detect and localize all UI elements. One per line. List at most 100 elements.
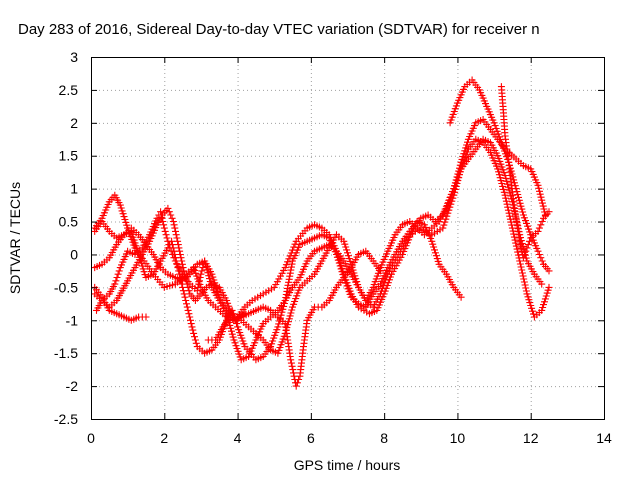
data-point [166, 244, 174, 252]
data-point [172, 231, 180, 239]
data-point [543, 289, 551, 297]
data-point [169, 251, 176, 258]
data-point [170, 254, 178, 262]
data-point [539, 202, 547, 210]
data-point [430, 243, 438, 251]
data-point [275, 320, 283, 328]
data-point [186, 313, 194, 321]
data-point [335, 259, 343, 267]
data-point [540, 205, 548, 213]
data-point [131, 239, 139, 247]
data-point [281, 264, 289, 272]
y-tick-label: -0.5 [54, 279, 78, 295]
data-point [530, 310, 537, 318]
data-point [538, 196, 546, 204]
data-point [539, 304, 547, 311]
data-point [290, 369, 297, 377]
data-point [133, 245, 141, 253]
data-point [165, 241, 173, 249]
data-point [231, 339, 239, 347]
data-point [431, 249, 439, 257]
data-point [281, 297, 289, 304]
data-point [500, 188, 508, 196]
data-point [287, 356, 295, 364]
data-point [287, 309, 295, 317]
data-point [208, 270, 216, 278]
data-point [165, 208, 173, 216]
data-point [538, 306, 546, 314]
data-point [505, 209, 513, 217]
data-point [167, 247, 175, 255]
x-tick-label: 8 [380, 430, 388, 446]
data-point [523, 290, 531, 298]
data-point [440, 221, 448, 229]
data-point [507, 218, 515, 226]
data-point [159, 218, 167, 225]
data-point [506, 215, 514, 223]
data-point [524, 222, 532, 230]
data-point [334, 256, 342, 264]
data-point [494, 165, 502, 173]
data-point [541, 295, 549, 303]
data-point [113, 274, 121, 281]
data-point [522, 284, 530, 292]
data-point [128, 230, 136, 238]
data-point [177, 254, 185, 262]
data-point [140, 268, 148, 276]
data-point [534, 227, 542, 235]
data-point [336, 262, 344, 270]
data-point [170, 221, 178, 229]
data-point [226, 321, 234, 329]
data-point [504, 180, 511, 188]
data-series-7 [446, 76, 553, 275]
data-point [516, 237, 524, 245]
data-point [499, 185, 507, 193]
data-point [164, 204, 172, 212]
data-point [454, 173, 462, 181]
data-point [213, 285, 220, 293]
data-point [504, 206, 512, 214]
y-tick-label: 1 [70, 181, 78, 197]
data-point [464, 138, 471, 146]
data-point [524, 293, 532, 301]
data-point [449, 188, 457, 195]
data-point [501, 191, 509, 199]
data-point [283, 287, 291, 295]
data-point [288, 306, 296, 314]
data-point [523, 244, 531, 252]
axis-ticks: 0 2 4 6 8 10 12 14 -2.5 -2 -1.5 -1 -0.5 0 0.5 1 1.5 2 2.5 3 [54, 49, 612, 446]
data-point [142, 313, 150, 321]
y-tick-label: 0.5 [59, 214, 79, 230]
y-tick-label: 2 [70, 115, 78, 131]
data-point [499, 166, 507, 174]
data-point [121, 216, 129, 223]
data-point [164, 237, 172, 245]
data-point [192, 339, 200, 347]
data-point [174, 241, 182, 249]
x-tick-label: 10 [450, 430, 466, 446]
y-tick-label: 2.5 [59, 82, 79, 98]
data-point [377, 267, 384, 275]
data-series-5 [91, 218, 384, 390]
data-point [495, 171, 503, 179]
data-point [278, 308, 286, 316]
data-point [187, 320, 195, 328]
data-point [196, 274, 204, 281]
data-point [338, 268, 346, 276]
data-series-8 [497, 83, 553, 262]
data-point [529, 307, 536, 315]
data-point [193, 287, 201, 295]
data-series-6 [91, 283, 249, 344]
data-point [241, 310, 249, 318]
data-point [514, 191, 522, 198]
data-point [537, 221, 545, 229]
data-point [228, 330, 236, 338]
data-point [191, 333, 198, 341]
data-point [491, 122, 499, 130]
data-point [510, 233, 518, 241]
data-point [161, 227, 169, 235]
data-point [457, 293, 465, 301]
data-point [287, 266, 295, 274]
data-point [432, 252, 440, 260]
data-point [179, 264, 187, 272]
